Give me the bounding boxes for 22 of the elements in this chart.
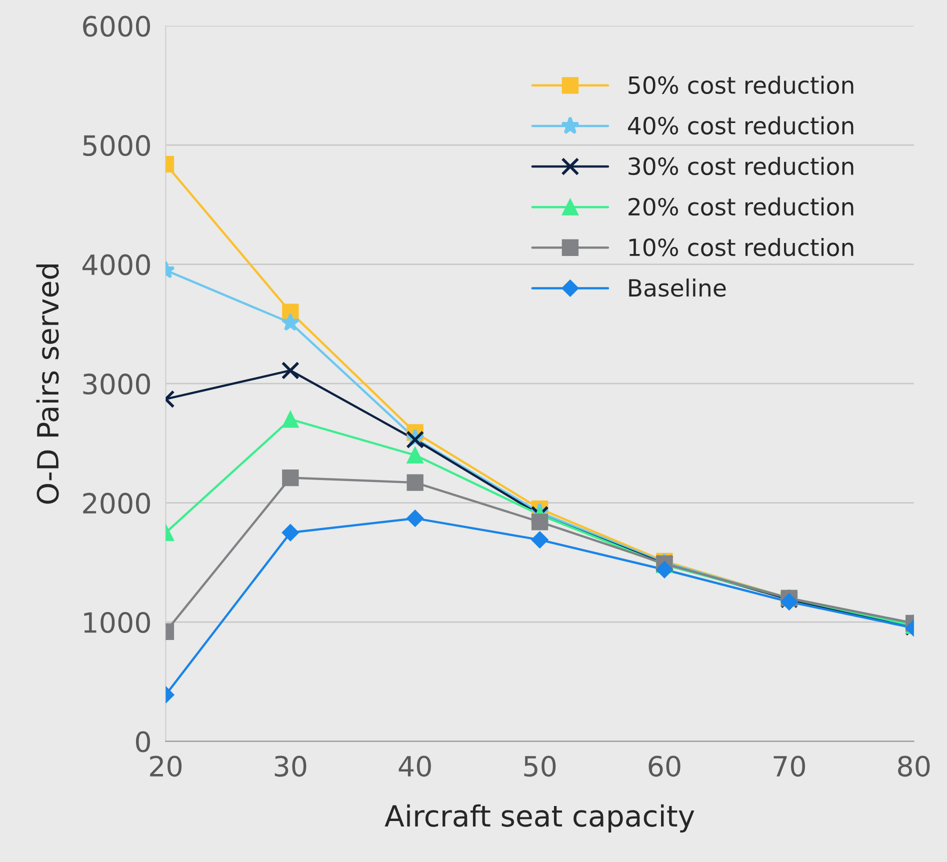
- x-tick-label: 30: [274, 756, 306, 777]
- y-tick-label: 3000: [83, 374, 150, 395]
- x-tick-label: 50: [524, 756, 556, 777]
- x-tick-label: 80: [898, 756, 930, 777]
- y-tick-label: 6000: [83, 16, 150, 37]
- legend-label: Baseline: [629, 278, 726, 297]
- y-tick-label: 1000: [84, 612, 150, 634]
- legend-label: 30% cost reduction: [628, 156, 854, 176]
- legend-label: 20% cost reduction: [628, 197, 854, 216]
- x-tick-label: 60: [648, 756, 680, 777]
- legend-label: 50% cost reduction: [628, 76, 854, 94]
- x-tick-label: 70: [774, 756, 805, 777]
- y-axis-title: O-D Pairs served: [36, 264, 59, 504]
- y-tick-label: 2000: [83, 492, 150, 514]
- legend-label: 40% cost reduction: [628, 116, 854, 135]
- y-tick-label: 0: [136, 731, 150, 752]
- x-tick-label: 40: [398, 756, 431, 777]
- x-axis-title: Aircraft seat capacity: [384, 804, 694, 833]
- y-tick-label: 5000: [83, 135, 150, 156]
- legend-label: 10% cost reduction: [629, 238, 854, 256]
- x-tick-label: 20: [150, 756, 182, 777]
- y-tick-label: 4000: [82, 254, 150, 276]
